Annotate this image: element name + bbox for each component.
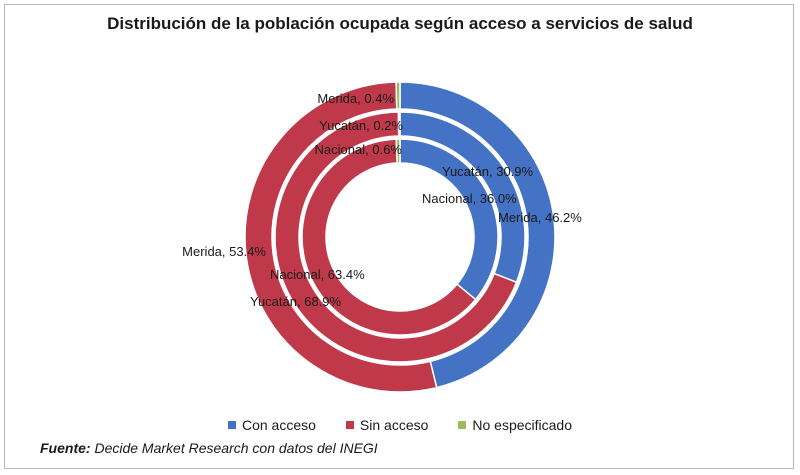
source-prefix: Fuente: [40, 440, 91, 456]
slice-nacional-sin-acceso [301, 138, 477, 336]
slice-yucatan-no-especificado [397, 111, 401, 137]
slice-nacional-no-especificado [395, 138, 401, 164]
source-text: Decide Market Research con datos del INE… [94, 440, 378, 456]
data-label-merida-sin-acceso: Merida, 53.4% [182, 244, 266, 259]
chart-title: Distribución de la población ocupada seg… [107, 14, 693, 33]
source-note: Fuente: Decide Market Research con datos… [40, 440, 378, 456]
legend-label-con-acceso: Con acceso [241, 417, 316, 433]
data-label-yucatan-con-acceso: Yucatán, 30.9% [442, 164, 534, 179]
slice-merida-sin-acceso [244, 81, 438, 393]
legend-item-con-acceso: Con acceso [227, 417, 316, 433]
data-label-merida-con-acceso: Merida, 46.2% [498, 210, 582, 225]
legend-item-sin-acceso: Sin acceso [345, 417, 429, 433]
legend-swatch-sin-acceso [345, 421, 354, 429]
data-label-merida-no-especificado: Merida, 0.4% [317, 91, 394, 106]
legend-label-no-especificado: No especificado [472, 417, 573, 433]
legend-swatch-con-acceso [227, 421, 236, 429]
data-label-nacional-sin-acceso: Nacional, 63.4% [270, 267, 365, 282]
legend: Con acceso Sin acceso No especificado [0, 417, 800, 433]
slice-yucatan-sin-acceso [274, 111, 518, 363]
slice-merida-no-especificado [395, 81, 401, 110]
legend-label-sin-acceso: Sin acceso [359, 417, 429, 433]
data-label-nacional-no-especificado: Nacional, 0.6% [315, 142, 403, 157]
data-label-nacional-con-acceso: Nacional, 36.0% [422, 191, 517, 206]
data-label-yucatan-no-especificado: Yucatán, 0.2% [319, 118, 403, 133]
data-label-yucatan-sin-acceso: Yucatán, 68.9% [250, 294, 342, 309]
legend-item-no-especificado: No especificado [458, 417, 572, 433]
legend-swatch-no-especificado [458, 421, 467, 429]
